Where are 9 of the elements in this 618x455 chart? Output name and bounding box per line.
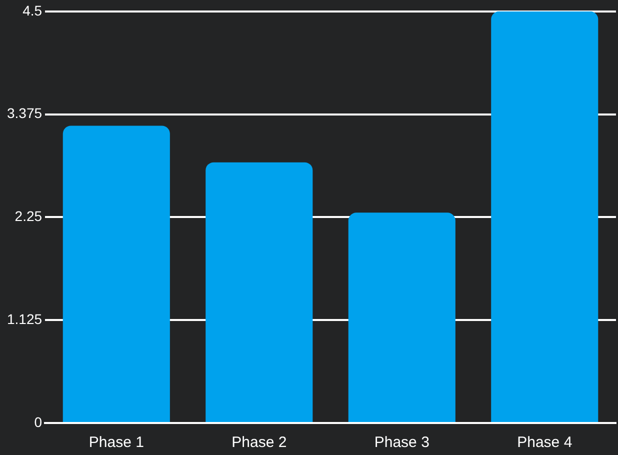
x-tick-label: Phase 1 [88,434,144,452]
x-tick-label: Phase 2 [232,434,287,452]
y-tick-label: 0 [34,414,42,430]
x-tick-label: Phase 3 [374,434,430,452]
x-tick-label: Phase 4 [517,434,572,452]
y-tick-label: 3.375 [6,105,42,122]
y-tick-label: 4.5 [22,2,42,18]
y-tick-label: 1.125 [6,310,42,327]
y-tick-label: 2.25 [14,208,42,224]
